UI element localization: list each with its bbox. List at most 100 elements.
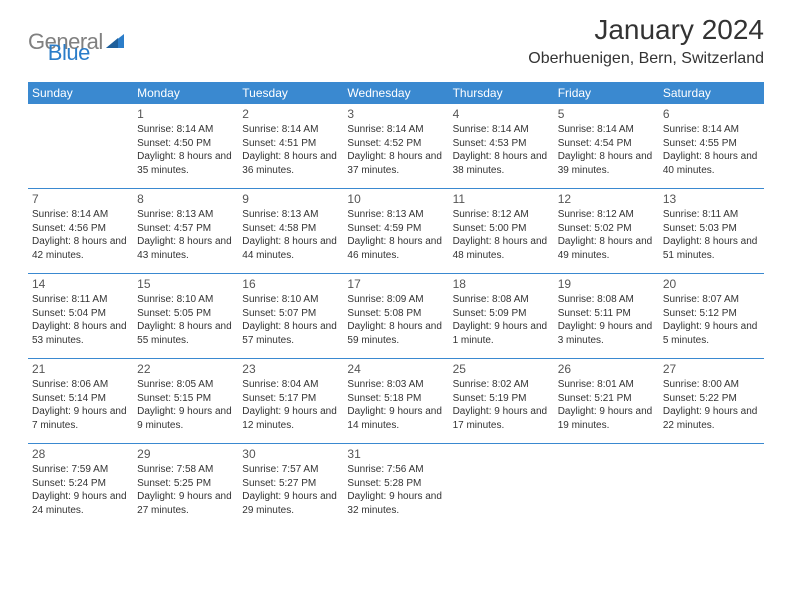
- sunset-text: Sunset: 5:24 PM: [32, 477, 129, 491]
- month-title: January 2024: [528, 14, 764, 46]
- daylight-text: Daylight: 8 hours and 37 minutes.: [347, 150, 444, 177]
- day-number: 7: [32, 191, 129, 207]
- day-cell: 25Sunrise: 8:02 AMSunset: 5:19 PMDayligh…: [449, 359, 554, 443]
- daylight-text: Daylight: 8 hours and 55 minutes.: [137, 320, 234, 347]
- day-cell: 9Sunrise: 8:13 AMSunset: 4:58 PMDaylight…: [238, 189, 343, 273]
- day-number: 11: [453, 191, 550, 207]
- day-number: 31: [347, 446, 444, 462]
- day-cell: 21Sunrise: 8:06 AMSunset: 5:14 PMDayligh…: [28, 359, 133, 443]
- day-cell: 12Sunrise: 8:12 AMSunset: 5:02 PMDayligh…: [554, 189, 659, 273]
- logo-word-2: Blue: [48, 40, 90, 66]
- dayname-mon: Monday: [133, 82, 238, 104]
- sunset-text: Sunset: 5:02 PM: [558, 222, 655, 236]
- day-number: 14: [32, 276, 129, 292]
- day-cell: 10Sunrise: 8:13 AMSunset: 4:59 PMDayligh…: [343, 189, 448, 273]
- day-number: 21: [32, 361, 129, 377]
- day-cell: 3Sunrise: 8:14 AMSunset: 4:52 PMDaylight…: [343, 104, 448, 188]
- sunrise-text: Sunrise: 8:12 AM: [558, 208, 655, 222]
- day-number: 12: [558, 191, 655, 207]
- day-cell: 14Sunrise: 8:11 AMSunset: 5:04 PMDayligh…: [28, 274, 133, 358]
- daylight-text: Daylight: 9 hours and 24 minutes.: [32, 490, 129, 517]
- sunrise-text: Sunrise: 8:11 AM: [663, 208, 760, 222]
- sunrise-text: Sunrise: 8:03 AM: [347, 378, 444, 392]
- sunrise-text: Sunrise: 7:59 AM: [32, 463, 129, 477]
- day-cell: 15Sunrise: 8:10 AMSunset: 5:05 PMDayligh…: [133, 274, 238, 358]
- sunset-text: Sunset: 5:21 PM: [558, 392, 655, 406]
- sunrise-text: Sunrise: 8:14 AM: [558, 123, 655, 137]
- daylight-text: Daylight: 8 hours and 57 minutes.: [242, 320, 339, 347]
- day-number: 24: [347, 361, 444, 377]
- dayname-tue: Tuesday: [238, 82, 343, 104]
- week-row: 14Sunrise: 8:11 AMSunset: 5:04 PMDayligh…: [28, 274, 764, 359]
- sunrise-text: Sunrise: 8:09 AM: [347, 293, 444, 307]
- day-cell: 11Sunrise: 8:12 AMSunset: 5:00 PMDayligh…: [449, 189, 554, 273]
- daylight-text: Daylight: 9 hours and 22 minutes.: [663, 405, 760, 432]
- day-number: 2: [242, 106, 339, 122]
- day-cell: [554, 444, 659, 528]
- day-header-row: Sunday Monday Tuesday Wednesday Thursday…: [28, 82, 764, 104]
- sunrise-text: Sunrise: 8:01 AM: [558, 378, 655, 392]
- sunrise-text: Sunrise: 8:12 AM: [453, 208, 550, 222]
- day-cell: 17Sunrise: 8:09 AMSunset: 5:08 PMDayligh…: [343, 274, 448, 358]
- daylight-text: Daylight: 9 hours and 5 minutes.: [663, 320, 760, 347]
- day-number: 6: [663, 106, 760, 122]
- location-subtitle: Oberhuenigen, Bern, Switzerland: [528, 50, 764, 68]
- day-cell: 29Sunrise: 7:58 AMSunset: 5:25 PMDayligh…: [133, 444, 238, 528]
- sunset-text: Sunset: 4:55 PM: [663, 137, 760, 151]
- sunset-text: Sunset: 5:15 PM: [137, 392, 234, 406]
- day-number: 10: [347, 191, 444, 207]
- sunrise-text: Sunrise: 8:10 AM: [242, 293, 339, 307]
- day-number: 9: [242, 191, 339, 207]
- logo: General Blue: [28, 14, 90, 66]
- daylight-text: Daylight: 9 hours and 1 minute.: [453, 320, 550, 347]
- day-cell: 28Sunrise: 7:59 AMSunset: 5:24 PMDayligh…: [28, 444, 133, 528]
- sunrise-text: Sunrise: 8:14 AM: [242, 123, 339, 137]
- sunrise-text: Sunrise: 7:57 AM: [242, 463, 339, 477]
- day-cell: 26Sunrise: 8:01 AMSunset: 5:21 PMDayligh…: [554, 359, 659, 443]
- day-cell: 30Sunrise: 7:57 AMSunset: 5:27 PMDayligh…: [238, 444, 343, 528]
- sunset-text: Sunset: 4:54 PM: [558, 137, 655, 151]
- sunset-text: Sunset: 5:28 PM: [347, 477, 444, 491]
- sunset-text: Sunset: 5:00 PM: [453, 222, 550, 236]
- day-number: 29: [137, 446, 234, 462]
- sunset-text: Sunset: 5:03 PM: [663, 222, 760, 236]
- week-row: 21Sunrise: 8:06 AMSunset: 5:14 PMDayligh…: [28, 359, 764, 444]
- daylight-text: Daylight: 9 hours and 3 minutes.: [558, 320, 655, 347]
- daylight-text: Daylight: 8 hours and 43 minutes.: [137, 235, 234, 262]
- sunset-text: Sunset: 5:09 PM: [453, 307, 550, 321]
- day-cell: 24Sunrise: 8:03 AMSunset: 5:18 PMDayligh…: [343, 359, 448, 443]
- day-number: 3: [347, 106, 444, 122]
- dayname-sat: Saturday: [659, 82, 764, 104]
- day-cell: [659, 444, 764, 528]
- day-number: 17: [347, 276, 444, 292]
- day-number: 26: [558, 361, 655, 377]
- sunset-text: Sunset: 4:58 PM: [242, 222, 339, 236]
- daylight-text: Daylight: 8 hours and 36 minutes.: [242, 150, 339, 177]
- daylight-text: Daylight: 8 hours and 44 minutes.: [242, 235, 339, 262]
- dayname-fri: Friday: [554, 82, 659, 104]
- day-number: 19: [558, 276, 655, 292]
- daylight-text: Daylight: 9 hours and 12 minutes.: [242, 405, 339, 432]
- title-block: January 2024 Oberhuenigen, Bern, Switzer…: [528, 14, 764, 68]
- day-cell: 27Sunrise: 8:00 AMSunset: 5:22 PMDayligh…: [659, 359, 764, 443]
- daylight-text: Daylight: 9 hours and 7 minutes.: [32, 405, 129, 432]
- daylight-text: Daylight: 9 hours and 32 minutes.: [347, 490, 444, 517]
- sunset-text: Sunset: 5:07 PM: [242, 307, 339, 321]
- week-row: 7Sunrise: 8:14 AMSunset: 4:56 PMDaylight…: [28, 189, 764, 274]
- calendar-grid: Sunday Monday Tuesday Wednesday Thursday…: [28, 82, 764, 528]
- sunset-text: Sunset: 5:25 PM: [137, 477, 234, 491]
- sunset-text: Sunset: 4:51 PM: [242, 137, 339, 151]
- sunset-text: Sunset: 5:14 PM: [32, 392, 129, 406]
- day-cell: 13Sunrise: 8:11 AMSunset: 5:03 PMDayligh…: [659, 189, 764, 273]
- sunrise-text: Sunrise: 8:06 AM: [32, 378, 129, 392]
- day-number: 16: [242, 276, 339, 292]
- day-cell: 2Sunrise: 8:14 AMSunset: 4:51 PMDaylight…: [238, 104, 343, 188]
- day-number: 28: [32, 446, 129, 462]
- daylight-text: Daylight: 8 hours and 38 minutes.: [453, 150, 550, 177]
- sunrise-text: Sunrise: 8:11 AM: [32, 293, 129, 307]
- sunset-text: Sunset: 4:56 PM: [32, 222, 129, 236]
- day-cell: 8Sunrise: 8:13 AMSunset: 4:57 PMDaylight…: [133, 189, 238, 273]
- sunrise-text: Sunrise: 8:13 AM: [137, 208, 234, 222]
- sunset-text: Sunset: 4:53 PM: [453, 137, 550, 151]
- day-number: 13: [663, 191, 760, 207]
